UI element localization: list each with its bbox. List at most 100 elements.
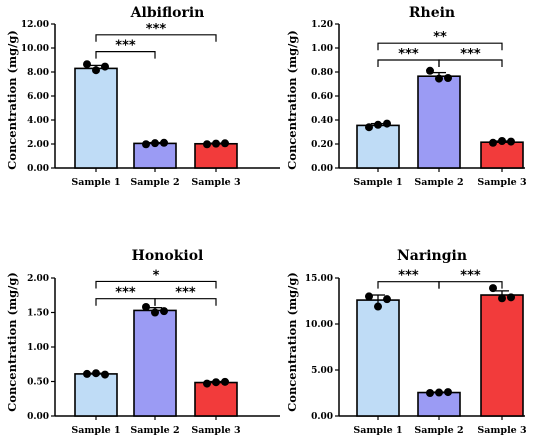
data-point <box>151 139 159 148</box>
y-tick-label: 10.00 <box>21 44 49 54</box>
data-point <box>426 389 434 397</box>
bar-sample-2 <box>417 75 461 169</box>
y-axis-label: Concentration (mg/g) <box>285 30 299 170</box>
x-tick-label: Sample 3 <box>191 425 240 436</box>
y-tick-label: 6.00 <box>27 92 49 102</box>
significance-label: *** <box>398 47 419 62</box>
y-tick-label: 1.50 <box>27 309 49 319</box>
data-point <box>498 137 506 145</box>
data-point <box>101 62 109 71</box>
y-tick-label: 8.00 <box>27 68 49 78</box>
significance-bracket <box>154 298 217 306</box>
data-point <box>142 140 150 149</box>
significance-label: * <box>153 268 160 283</box>
bar-sample-1 <box>356 124 400 169</box>
data-point <box>383 295 391 304</box>
y-tick-label: 0.40 <box>311 116 333 126</box>
x-tick-label: Sample 3 <box>477 177 526 188</box>
significance-bracket <box>438 281 503 289</box>
y-tick-label: 0.50 <box>27 378 49 388</box>
y-tick-label: 15.00 <box>305 274 333 284</box>
data-point <box>507 293 515 302</box>
significance-label: *** <box>175 286 196 301</box>
x-tick-label: Sample 1 <box>71 177 120 188</box>
data-point <box>160 138 168 147</box>
data-point <box>212 139 220 148</box>
significance-bracket <box>95 34 217 42</box>
y-tick-label: 1.20 <box>311 20 333 30</box>
y-tick-label: 5.00 <box>311 366 333 376</box>
x-tick-label: Sample 2 <box>130 425 179 436</box>
bar-sample-3 <box>480 294 524 417</box>
x-tick-label: Sample 1 <box>71 425 120 436</box>
data-point <box>435 74 443 83</box>
chart-title: Rhein <box>409 5 455 21</box>
chart-panel-3: Honokiol Concentration (mg/g) 0.00 0.50 1.00… <box>5 248 280 436</box>
data-point <box>92 66 100 75</box>
significance-label: *** <box>460 269 481 284</box>
data-point <box>221 139 229 148</box>
y-tick-label: 10.00 <box>305 320 333 330</box>
significance-label: *** <box>115 286 136 301</box>
chart-panel-2: Rhein Concentration (mg/g) 0.00 0.20 0.40 0.6… <box>285 5 527 188</box>
y-tick-label: 12.00 <box>21 20 49 30</box>
bar-sample-1 <box>74 373 118 417</box>
chart-title: Albiflorin <box>130 5 205 21</box>
data-point <box>203 379 211 388</box>
significance-bracket <box>95 280 217 289</box>
data-point <box>221 377 229 386</box>
x-tick-label: Sample 1 <box>353 425 402 436</box>
y-tick-label: 1.00 <box>27 343 49 353</box>
chart-title: Honokiol <box>132 248 204 264</box>
y-tick-label: 2.00 <box>27 140 49 150</box>
y-tick-label: 1.00 <box>311 44 333 54</box>
significance-label: ** <box>433 30 447 45</box>
data-point <box>489 284 497 293</box>
data-point <box>365 123 373 132</box>
data-point <box>435 388 443 397</box>
chart-title: Naringin <box>397 248 467 264</box>
data-point <box>83 60 91 69</box>
bar-sample-3 <box>194 381 238 417</box>
data-point <box>365 292 373 301</box>
y-tick-label: 0.20 <box>311 140 333 150</box>
y-axis-label: Concentration (mg/g) <box>285 272 299 412</box>
data-point <box>142 302 150 311</box>
y-axis-label: Concentration (mg/g) <box>5 272 19 412</box>
y-tick-label: 0.00 <box>311 412 333 422</box>
data-point <box>151 308 159 317</box>
bar-sample-2 <box>133 309 177 417</box>
data-point <box>426 66 434 75</box>
x-tick-label: Sample 2 <box>414 425 463 436</box>
y-axis-label: Concentration (mg/g) <box>5 30 19 170</box>
bar-sample-1 <box>74 67 118 169</box>
chart-panel-1: Albiflorin Concentration (mg/g) 0.00 2.00 4.… <box>5 5 280 188</box>
data-point <box>498 294 506 303</box>
significance-bracket <box>377 42 503 51</box>
y-tick-label: 0.80 <box>311 68 333 78</box>
x-tick-label: Sample 1 <box>353 177 402 188</box>
bar-sample-3 <box>480 141 524 169</box>
significance-bracket <box>438 59 503 67</box>
data-point <box>444 74 452 82</box>
data-point <box>92 369 100 378</box>
significance-bracket <box>95 51 156 59</box>
bar-sample-1 <box>356 299 400 417</box>
x-tick-label: Sample 3 <box>477 425 526 436</box>
data-point <box>160 307 168 316</box>
data-point <box>489 138 497 147</box>
y-tick-label: 0.00 <box>27 164 49 174</box>
data-point <box>212 378 220 387</box>
x-tick-label: Sample 2 <box>130 177 179 188</box>
significance-label: *** <box>146 22 167 37</box>
y-tick-label: 0.60 <box>311 92 333 102</box>
chart-panel-4: Naringin Concentration (mg/g) 0.00 5.00 10.0… <box>285 248 527 436</box>
data-point <box>83 369 91 378</box>
y-tick-label: 0.00 <box>311 164 333 174</box>
y-tick-label: 4.00 <box>27 116 49 126</box>
y-tick-label: 2.00 <box>27 274 49 284</box>
data-point <box>374 120 382 129</box>
data-point <box>203 140 211 149</box>
significance-label: *** <box>115 39 136 54</box>
